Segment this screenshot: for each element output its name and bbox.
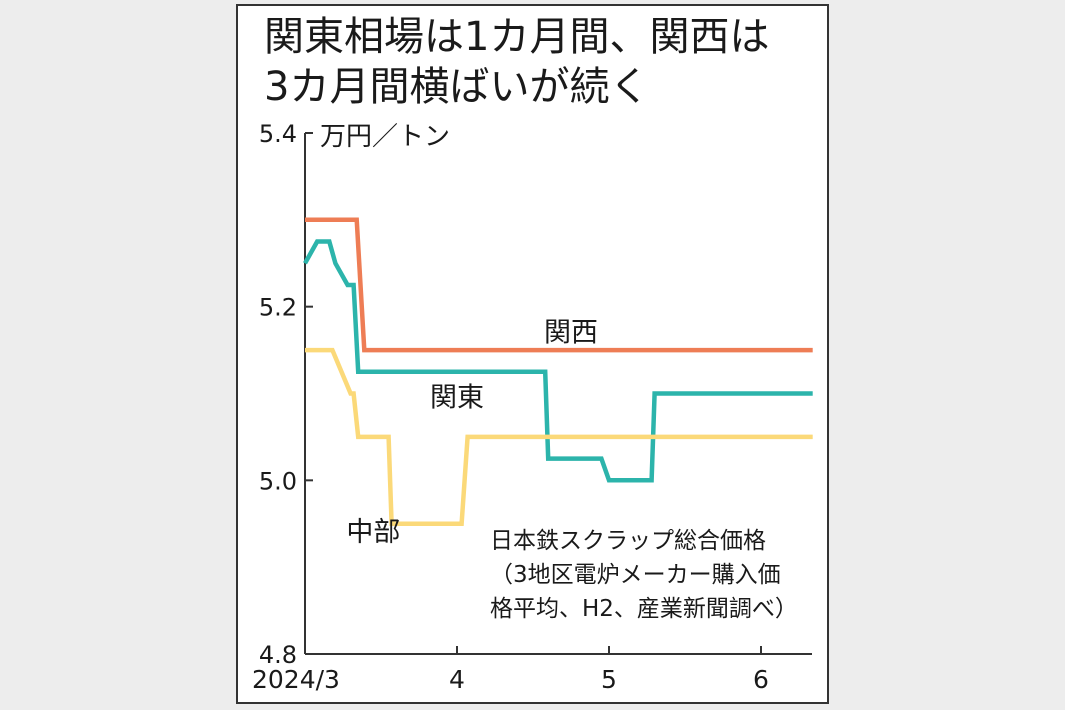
series-line [305,217,813,353]
chart-title: 関東相場は1カ月間、関西は 3カ月間横ばいが続く [264,14,770,110]
series-line [303,239,813,483]
source-note-line: （3地区電炉メーカー購入価 [490,562,781,588]
x-tick-label: 5 [601,665,617,694]
y-tick-label: 5.0 [259,467,297,495]
unit-label: 万円／トン [320,122,450,152]
series-label: 中部 [346,517,400,548]
x-tick-label: 2024/3 [252,665,340,694]
series-label: 関西 [544,317,598,348]
y-tick-label: 5.2 [259,294,297,322]
source-note-line: 格平均、H2、産業新聞調べ） [490,596,798,622]
y-tick-label: 4.8 [259,641,297,669]
y-tick-label: 5.4 [259,120,297,148]
series-line [305,347,813,526]
x-tick-label: 4 [449,665,465,694]
source-note-line: 日本鉄スクラップ総合価格 [490,528,766,554]
series-label: 関東 [430,383,484,414]
x-tick-label: 6 [753,665,769,694]
series-lines [303,217,813,526]
